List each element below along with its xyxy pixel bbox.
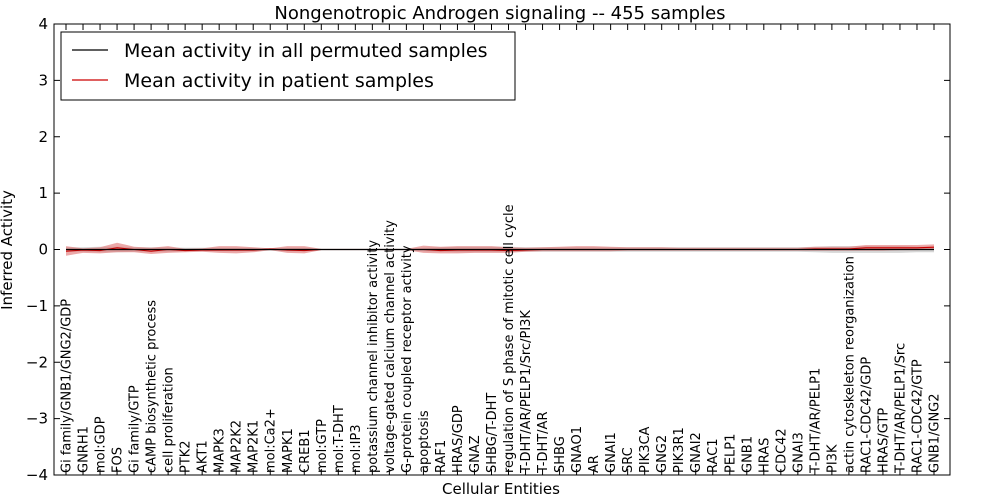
xtick-label: PIK3CA — [638, 426, 653, 473]
xtick-label: T-DHT/AR — [536, 412, 551, 474]
xtick-label: PI3K — [825, 444, 840, 473]
xtick-label: GNAI1 — [604, 432, 619, 473]
xtick-label: SRC — [621, 447, 636, 473]
x-axis-label: Cellular Entities — [442, 480, 560, 498]
legend-frame — [60, 31, 516, 101]
xtick-label: GNB1/GNG2 — [928, 393, 943, 473]
xtick-label: MAPK1 — [281, 428, 296, 473]
xtick-label: AKT1 — [196, 440, 211, 473]
xtick-label: GNAO1 — [570, 426, 585, 473]
chart-title: Nongenotropic Androgen signaling -- 455 … — [274, 3, 725, 24]
xtick-label: voltage-gated calcium channel activity — [383, 220, 398, 473]
xtick-label: mol:IP3 — [349, 424, 364, 473]
legend-label-patient: Mean activity in patient samples — [124, 70, 434, 92]
xtick-label: cell proliferation — [162, 367, 177, 473]
x-axis: Gi family/GNB1/GNG2/GDP GNRH1 mol:GDP FOS Gi… — [60, 24, 943, 475]
xtick-label: CREB1 — [298, 429, 313, 473]
y-axis-label: Inferred Activity — [0, 190, 16, 310]
xtick-label: Gi family/GNB1/GNG2/GDP — [60, 299, 75, 473]
legend: Mean activity in all permuted samples Me… — [60, 31, 516, 101]
xtick-label: MAPK3 — [213, 428, 228, 473]
xtick-label: SHBG — [553, 436, 568, 473]
xtick-label: PTK2 — [179, 440, 194, 473]
xtick-label: GNAI2 — [689, 432, 704, 473]
xtick-label: GNAZ — [468, 435, 483, 473]
xtick-label: mol:GDP — [94, 416, 109, 473]
series-lines — [65, 246, 935, 252]
xtick-label: regulation of S phase of mitotic cell cy… — [502, 204, 517, 473]
xtick-label: mol:Ca2+ — [264, 408, 279, 473]
ytick-label: 0 — [38, 241, 48, 259]
ytick-label: 1 — [38, 184, 48, 202]
xtick-label: CDC42 — [774, 428, 789, 473]
ytick-label: −1 — [26, 297, 48, 315]
xtick-label: T-DHT/AR/PELP1/Src — [894, 343, 909, 474]
ytick-label: 4 — [38, 15, 48, 33]
xtick-label: FOS — [111, 447, 126, 473]
xtick-label: GNB1 — [740, 436, 755, 473]
xtick-label: HRAS/GTP — [876, 408, 891, 473]
xtick-label: SHBG/T-DHT — [485, 393, 500, 473]
xtick-label: PIK3R1 — [672, 427, 687, 473]
y-axis: 4 3 2 1 0 −1 −2 −3 −4 — [26, 15, 950, 484]
xtick-label: GNRH1 — [77, 426, 92, 473]
xtick-label: potassium channel inhibitor activity — [366, 240, 381, 473]
xtick-label: RAF1 — [434, 440, 449, 473]
ytick-label: 2 — [38, 128, 48, 146]
xtick-label: HRAS/GDP — [451, 405, 466, 473]
ytick-label: −4 — [26, 466, 48, 484]
xtick-label: AR — [587, 455, 602, 473]
xtick-label: MAP2K1 — [247, 420, 262, 473]
xtick-label: GNAI3 — [791, 432, 806, 473]
xtick-label: PELP1 — [723, 434, 738, 473]
xtick-label: MAP2K2 — [230, 420, 245, 473]
xtick-label: cAMP biosynthetic process — [145, 300, 160, 473]
ytick-label: 3 — [38, 71, 48, 89]
xtick-label: T-DHT/AR/PELP1/Src/PI3K — [519, 310, 534, 474]
xtick-label: RAC1-CDC42/GTP — [911, 359, 926, 473]
xtick-label: G-protein coupled receptor activity — [400, 245, 415, 473]
ytick-label: −3 — [26, 410, 48, 428]
ytick-label: −2 — [26, 353, 48, 371]
xtick-label: RAC1 — [706, 438, 721, 473]
xtick-label: RAC1-CDC42/GDP — [859, 357, 874, 473]
xtick-label: actin cytoskeleton reorganization — [842, 256, 857, 473]
xtick-label: T-DHT/AR/PELP1 — [808, 368, 823, 474]
xtick-label: Gi family/GTP — [128, 385, 143, 473]
xtick-label: GNG2 — [655, 435, 670, 473]
legend-label-permuted: Mean activity in all permuted samples — [124, 40, 487, 62]
xtick-label: mol:GTP — [315, 419, 330, 473]
xtick-label: HRAS — [757, 438, 772, 473]
xtick-label: mol:T-DHT — [332, 405, 347, 473]
xtick-label: apoptosis — [417, 410, 432, 473]
